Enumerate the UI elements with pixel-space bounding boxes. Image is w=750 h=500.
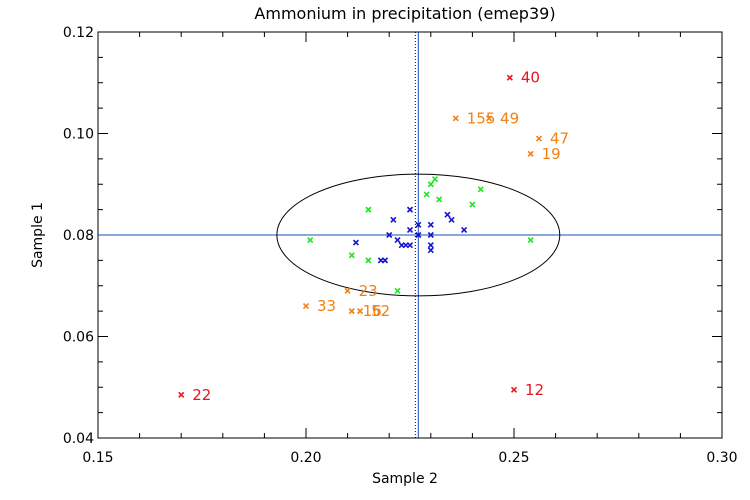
confidence-ellipse bbox=[276, 173, 561, 297]
y-tick-label: 0.06 bbox=[63, 330, 94, 346]
y-tick-label: 0.04 bbox=[63, 431, 94, 447]
data-point-red bbox=[178, 391, 185, 398]
data-point-orange bbox=[527, 150, 534, 157]
x-tick-label: 0.15 bbox=[82, 450, 113, 466]
data-point-green bbox=[469, 201, 476, 208]
x-axis-label: Sample 2 bbox=[372, 471, 438, 487]
data-point-blue bbox=[415, 221, 422, 228]
data-point-blue bbox=[444, 211, 451, 218]
data-point-green bbox=[365, 206, 372, 213]
data-point-blue bbox=[386, 231, 393, 239]
data-point-blue bbox=[427, 247, 434, 254]
point-label: 22 bbox=[192, 386, 211, 404]
y-tick-label: 0.12 bbox=[63, 25, 94, 41]
data-point-blue bbox=[352, 239, 359, 246]
data-point-blue bbox=[427, 231, 434, 239]
data-point-green bbox=[394, 287, 401, 294]
point-label: 52 bbox=[371, 302, 390, 320]
data-point-orange bbox=[452, 115, 459, 122]
data-point-green bbox=[477, 186, 484, 193]
data-point-green bbox=[423, 191, 430, 198]
y-tick-label: 0.10 bbox=[63, 127, 94, 143]
data-point-blue bbox=[448, 216, 455, 223]
data-point-red bbox=[506, 74, 513, 81]
data-point-blue bbox=[394, 237, 401, 244]
data-point-green bbox=[427, 181, 434, 188]
data-point-orange bbox=[344, 287, 351, 294]
data-point-orange bbox=[357, 308, 364, 315]
point-label: 155 bbox=[467, 109, 496, 127]
data-point-green bbox=[527, 237, 534, 244]
reference-layer bbox=[98, 32, 722, 438]
data-point-orange bbox=[302, 302, 310, 310]
y-tick-label: 0.08 bbox=[63, 228, 94, 244]
data-point-green bbox=[365, 257, 372, 264]
point-label: 19 bbox=[542, 145, 561, 163]
chart-title: Ammonium in precipitation (emep39) bbox=[254, 4, 555, 23]
point-label: 33 bbox=[317, 297, 336, 315]
data-point-orange bbox=[485, 115, 493, 122]
data-point-blue bbox=[381, 257, 389, 264]
data-point-blue bbox=[406, 226, 414, 233]
data-point-orange bbox=[535, 135, 543, 142]
data-point-blue bbox=[415, 231, 422, 239]
y-axis-label: Sample 1 bbox=[30, 202, 46, 268]
point-label: 23 bbox=[359, 282, 378, 300]
data-point-green bbox=[348, 252, 355, 259]
data-point-green bbox=[436, 196, 443, 203]
x-tick-label: 0.20 bbox=[290, 450, 321, 466]
x-tick-label: 0.25 bbox=[498, 450, 529, 466]
point-label: 12 bbox=[525, 381, 544, 399]
point-label: 16 bbox=[363, 302, 382, 320]
point-label: 49 bbox=[500, 109, 519, 127]
data-point-green bbox=[431, 176, 439, 183]
data-point-blue bbox=[461, 226, 468, 233]
axes-layer: 0.15 0.20 0.25 0.30 0.04 0.06 0.08 0.10 0.12 bbox=[63, 25, 738, 466]
x-tick-label: 0.30 bbox=[706, 450, 737, 466]
point-label: 40 bbox=[521, 69, 540, 87]
data-point-blue bbox=[406, 206, 414, 213]
data-point-orange bbox=[348, 308, 355, 315]
data-point-red bbox=[510, 386, 518, 393]
data-point-blue bbox=[427, 221, 434, 228]
point-label: 47 bbox=[550, 130, 569, 148]
data-point-blue bbox=[427, 242, 434, 249]
data-point-green bbox=[307, 237, 314, 244]
data-point-blue bbox=[406, 242, 414, 249]
data-point-blue bbox=[390, 216, 397, 223]
